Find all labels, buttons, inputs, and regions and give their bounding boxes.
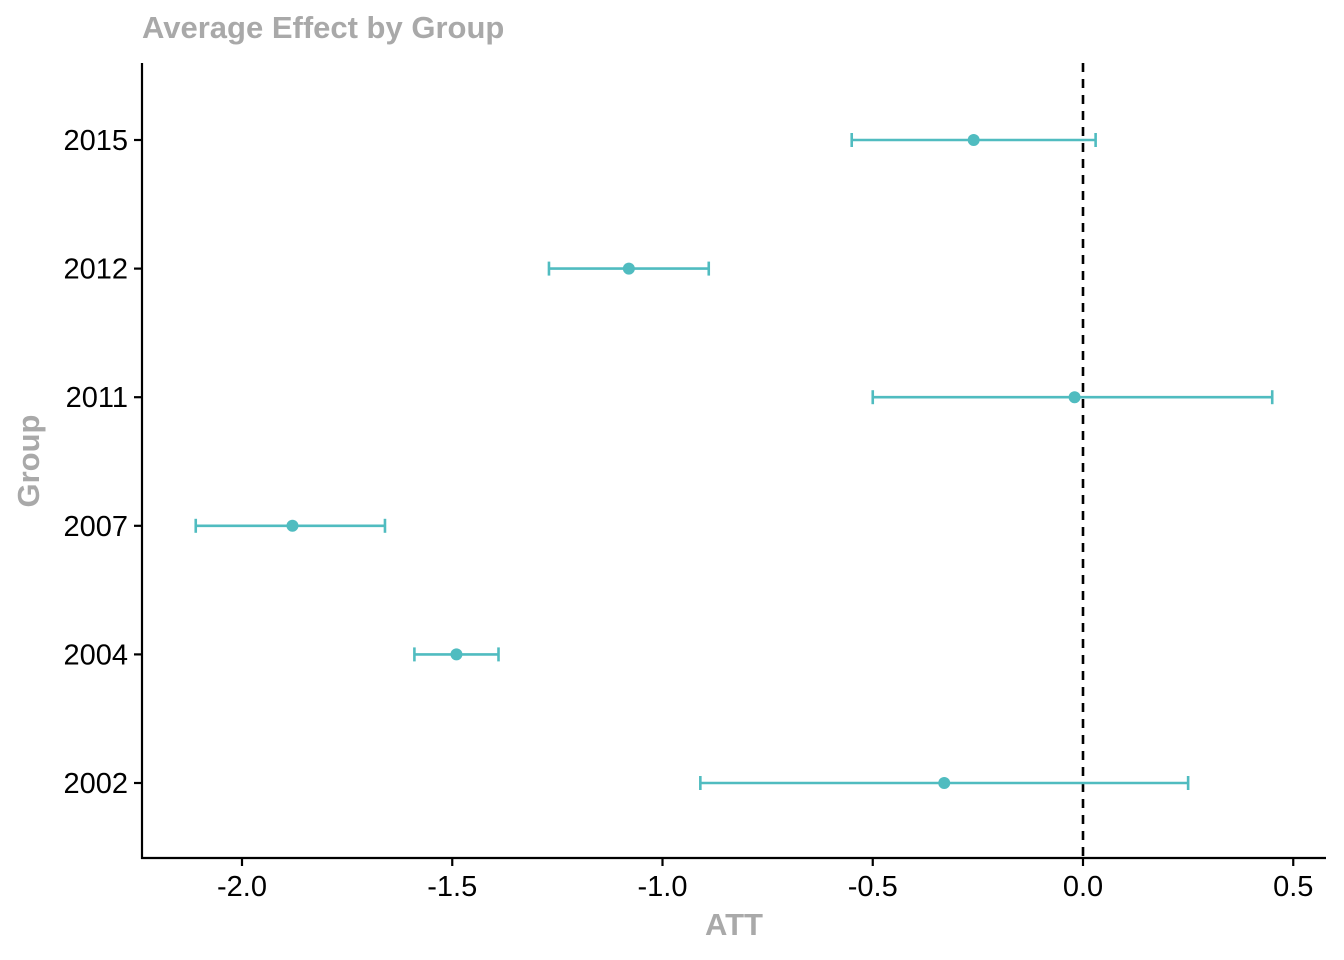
estimate-point [450, 648, 463, 661]
y-tick-label: 2011 [66, 382, 128, 414]
estimate-point [622, 262, 635, 275]
y-tick-label: 2004 [63, 639, 128, 671]
x-tick-label: -2.0 [217, 871, 267, 903]
plot-area: -2.0 -1.5 -1.0 -0.5 0.0 0.5 2002 2004 2007 2011 20… [63, 63, 1326, 903]
x-tick-label: 0.5 [1273, 871, 1313, 903]
y-tick-label: 2007 [63, 511, 128, 543]
estimate-point [1068, 391, 1081, 404]
x-tick-label: -0.5 [848, 871, 898, 903]
estimate-point [967, 134, 980, 146]
y-axis-title: Group [11, 415, 46, 508]
estimate-point [938, 777, 951, 789]
estimate-point [286, 519, 299, 532]
y-tick-label: 2015 [63, 125, 128, 157]
x-axis-title: ATT [705, 907, 763, 942]
chart-title: Average Effect by Group [142, 10, 504, 45]
x-tick-label: 0.0 [1063, 871, 1103, 903]
y-tick-label: 2012 [63, 254, 128, 286]
y-tick-label: 2002 [63, 768, 128, 800]
x-tick-label: -1.5 [427, 871, 477, 903]
x-tick-label: -1.0 [638, 871, 688, 903]
